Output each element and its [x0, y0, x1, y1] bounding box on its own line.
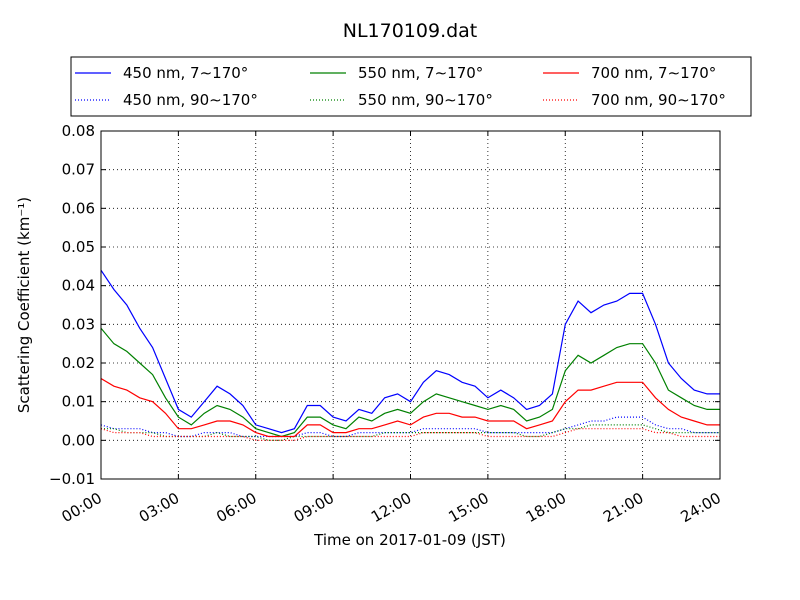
- legend-label-5: 700 nm, 90∼170°: [591, 91, 726, 109]
- series-line-1: [101, 416, 720, 438]
- y-tick-label: 0.08: [62, 122, 95, 140]
- y-axis-label: Scattering Coefficient (km⁻¹): [15, 197, 33, 413]
- legend-label-4: 700 nm, 7∼170°: [591, 64, 716, 82]
- plot-area: [101, 269, 720, 441]
- series-line-5: [101, 428, 720, 441]
- series-line-3: [101, 424, 720, 441]
- legend: 450 nm, 7∼170° 550 nm, 7∼170° 700 nm, 7∼17…: [70, 56, 752, 117]
- chart-title: NL170109.dat: [343, 20, 478, 42]
- legend-label-0: 450 nm, 7∼170°: [123, 64, 248, 82]
- x-tick-label: 03:00: [136, 489, 182, 526]
- x-tick-label: 06:00: [213, 489, 259, 526]
- x-tick-label: 18:00: [523, 489, 569, 526]
- legend-label-3: 550 nm, 90∼170°: [358, 91, 493, 109]
- x-tick-label: 12:00: [368, 489, 414, 526]
- x-tick-label: 00:00: [59, 489, 105, 526]
- y-tick-label: 0.00: [62, 431, 95, 449]
- grid: [100, 130, 721, 480]
- y-tick-label: 0.01: [62, 393, 95, 411]
- y-tick-label: −0.01: [49, 470, 95, 488]
- y-tick-label: 0.04: [62, 277, 95, 295]
- y-tick-label: 0.02: [62, 354, 95, 372]
- x-axis-label: Time on 2017-01-09 (JST): [313, 531, 506, 549]
- x-tick-label: 24:00: [678, 489, 724, 526]
- y-tick-label: 0.06: [62, 199, 95, 217]
- y-tick-label: 0.03: [62, 315, 95, 333]
- y-tick-label: 0.05: [62, 238, 95, 256]
- x-tick-label: 15:00: [445, 489, 491, 526]
- x-tick-label: 09:00: [291, 489, 337, 526]
- legend-label-1: 450 nm, 90∼170°: [123, 91, 258, 109]
- legend-frame: [70, 56, 752, 117]
- series-line-0: [101, 269, 720, 434]
- legend-label-2: 550 nm, 7∼170°: [358, 64, 483, 82]
- axes-ticks: −0.01 0.00 0.01 0.02 0.03 0.04 0.05 0.06 0.07 0.0…: [49, 122, 724, 526]
- series-line-2: [101, 327, 720, 438]
- x-tick-label: 21:00: [600, 489, 646, 526]
- y-tick-label: 0.07: [62, 161, 95, 179]
- series-line-4: [101, 377, 720, 438]
